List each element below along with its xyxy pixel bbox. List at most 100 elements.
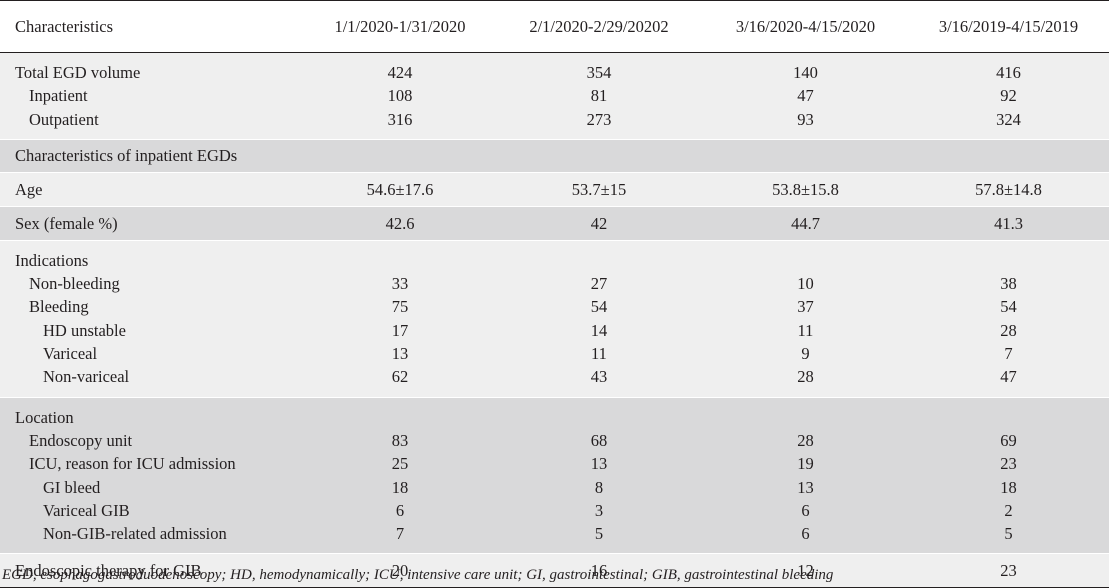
row-label: ICU, reason for ICU admission <box>0 452 305 476</box>
table-cell: 6 <box>703 498 908 523</box>
table-cell: 33 <box>305 272 495 296</box>
row-label: Variceal <box>0 342 305 366</box>
table-cell: 5 <box>908 522 1109 546</box>
table-row: Non-GIB-related admission 7 5 6 5 <box>0 522 1109 546</box>
group-spacer <box>0 396 1109 406</box>
table-cell: 11 <box>495 342 703 366</box>
table-cell: 424 <box>305 61 495 85</box>
table-cell: 20 <box>305 553 495 588</box>
table-row: Indications <box>0 248 1109 273</box>
table-cell: 13 <box>703 475 908 499</box>
row-label: Variceal GIB <box>0 498 305 523</box>
table-cell: 57.8±14.8 <box>908 171 1109 207</box>
row-label: Endoscopic therapy for GIB <box>0 553 305 588</box>
row-label: Bleeding <box>0 295 305 319</box>
table-cell: 9 <box>703 342 908 366</box>
table-cell <box>305 405 495 429</box>
table-cell: 81 <box>495 84 703 108</box>
table-cell <box>908 138 1109 173</box>
row-label: Age <box>0 171 305 207</box>
group-spacer <box>0 388 1109 398</box>
table-row: ICU, reason for ICU admission 25 13 19 23 <box>0 452 1109 476</box>
column-header: 2/1/2020-2/29/20202 <box>495 0 703 53</box>
table-row: Variceal GIB 6 3 6 2 <box>0 498 1109 523</box>
table-cell: 62 <box>305 365 495 389</box>
table-cell: 25 <box>305 452 495 476</box>
table-row: Bleeding 75 54 37 54 <box>0 295 1109 319</box>
table-row: Endoscopy unit 83 68 28 69 <box>0 428 1109 453</box>
table-cell: 83 <box>305 428 495 453</box>
column-header: 1/1/2020-1/31/2020 <box>305 0 495 53</box>
table-cell: 7 <box>305 522 495 546</box>
table-cell: 92 <box>908 84 1109 108</box>
group-spacer <box>0 239 1109 249</box>
row-label: Non-variceal <box>0 365 305 389</box>
table-cell: 38 <box>908 272 1109 296</box>
row-label: Inpatient <box>0 84 305 108</box>
row-label: Endoscopy unit <box>0 428 305 453</box>
table-cell: 316 <box>305 107 495 131</box>
column-header: Characteristics <box>0 0 305 53</box>
table-cell <box>305 248 495 273</box>
table-cell: 18 <box>908 475 1109 499</box>
row-label: HD unstable <box>0 318 305 343</box>
row-label: Non-GIB-related admission <box>0 522 305 546</box>
table-row: Age 54.6±17.6 53.7±15 53.8±15.8 57.8±14.8 <box>0 171 1109 207</box>
table-cell: 44.7 <box>703 205 908 241</box>
table-row: Variceal 13 11 9 7 <box>0 342 1109 366</box>
table-row: Non-bleeding 33 27 10 38 <box>0 272 1109 296</box>
table-cell: 93 <box>703 107 908 131</box>
table-cell: 11 <box>703 318 908 343</box>
group-spacer <box>0 130 1109 140</box>
table-cell: 14 <box>495 318 703 343</box>
table-cell: 27 <box>495 272 703 296</box>
table-row: Endoscopic therapy for GIB 20 16 12 23 <box>0 553 1109 588</box>
table-cell: 10 <box>703 272 908 296</box>
table-cell <box>703 405 908 429</box>
column-header: 3/16/2019-4/15/2019 <box>908 0 1109 53</box>
table-cell <box>703 138 908 173</box>
group-spacer <box>0 545 1109 554</box>
column-header: 3/16/2020-4/15/2020 <box>703 0 908 53</box>
table-row: Outpatient 316 273 93 324 <box>0 107 1109 131</box>
table-cell: 23 <box>908 452 1109 476</box>
table-cell: 54 <box>908 295 1109 319</box>
table-cell <box>495 248 703 273</box>
table-cell <box>908 405 1109 429</box>
table-cell: 43 <box>495 365 703 389</box>
table-row: Non-variceal 62 43 28 47 <box>0 365 1109 389</box>
table-cell: 12 <box>703 553 908 588</box>
table-cell: 42.6 <box>305 205 495 241</box>
table-cell: 6 <box>305 498 495 523</box>
group-spacer <box>0 52 1109 61</box>
table-cell: 354 <box>495 61 703 85</box>
row-label: Sex (female %) <box>0 205 305 241</box>
table-cell: 8 <box>495 475 703 499</box>
row-label: Non-bleeding <box>0 272 305 296</box>
table-cell: 23 <box>908 553 1109 588</box>
row-label: GI bleed <box>0 475 305 499</box>
table-cell: 41.3 <box>908 205 1109 241</box>
table-cell: 140 <box>703 61 908 85</box>
table-cell: 69 <box>908 428 1109 453</box>
table-cell: 54.6±17.6 <box>305 171 495 207</box>
row-label: Location <box>0 405 305 429</box>
row-label: Outpatient <box>0 107 305 131</box>
table-cell: 75 <box>305 295 495 319</box>
table-cell: 13 <box>305 342 495 366</box>
table-footnote: EGD, esophagogastroduodenoscopy; HD, hem… <box>2 567 834 583</box>
table-cell: 13 <box>495 452 703 476</box>
table-cell <box>703 248 908 273</box>
table-cell: 19 <box>703 452 908 476</box>
table-cell: 3 <box>495 498 703 523</box>
table-cell: 6 <box>703 522 908 546</box>
table-cell: 68 <box>495 428 703 453</box>
row-label: Total EGD volume <box>0 61 305 85</box>
table-cell: 28 <box>703 428 908 453</box>
table-cell: 18 <box>305 475 495 499</box>
table-cell: 28 <box>908 318 1109 343</box>
header-row: Characteristics 1/1/2020-1/31/2020 2/1/2… <box>0 0 1109 53</box>
table-row: HD unstable 17 14 11 28 <box>0 318 1109 343</box>
table-cell: 273 <box>495 107 703 131</box>
